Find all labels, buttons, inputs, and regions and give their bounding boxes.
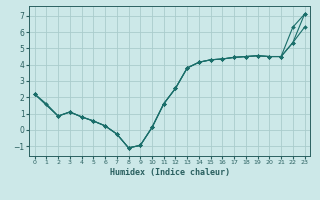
X-axis label: Humidex (Indice chaleur): Humidex (Indice chaleur): [109, 168, 229, 177]
